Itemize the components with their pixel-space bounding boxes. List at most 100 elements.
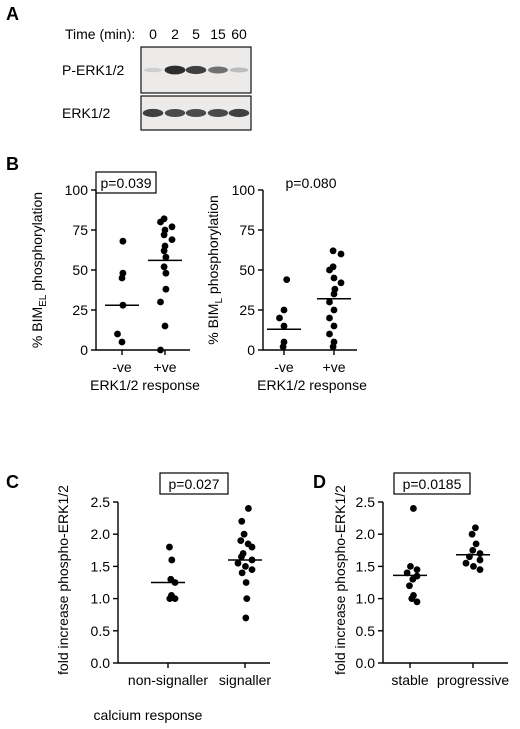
data-point: [407, 563, 414, 570]
p-value-annotation: p=0.080: [286, 175, 337, 191]
data-point: [283, 276, 291, 283]
time-point-labels: 0 2 5 15 60: [149, 26, 247, 42]
panel-letter-a: A: [6, 4, 19, 24]
y-axis-label: % BIML phosphorylation: [205, 195, 225, 345]
y-tick-label: 0.0: [356, 655, 376, 671]
data-point: [280, 322, 288, 330]
data-point: [329, 247, 337, 255]
data-point: [238, 569, 246, 577]
x-category-label: signaller: [219, 672, 271, 688]
data-point: [160, 247, 168, 255]
x-category-label: -ve: [112, 359, 132, 375]
y-tick-label: 2.5: [356, 494, 376, 510]
p-value-box: [95, 171, 157, 194]
data-point: [413, 598, 421, 606]
p-value-annotation: p=0.0185: [403, 476, 462, 492]
y-axis-label: fold increase phospho-ERK1/2: [332, 485, 348, 675]
data-point: [330, 322, 338, 330]
y-tick-label: 2.0: [91, 526, 111, 542]
x-category-label: non-signaller: [128, 672, 208, 688]
data-point: [237, 537, 245, 545]
data-point: [157, 346, 164, 354]
panel-letter-b: B: [6, 154, 19, 174]
x-category-label: progressive: [437, 672, 510, 688]
data-point: [166, 543, 173, 551]
data-point: [403, 569, 411, 577]
time-point-label: 2: [171, 26, 179, 42]
data-point: [248, 566, 256, 574]
panel-letter-d: D: [313, 472, 326, 492]
data-point: [242, 614, 250, 622]
y-tick-label: 50: [72, 262, 88, 278]
y-tick-label: 0.5: [91, 623, 111, 639]
data-point: [408, 595, 416, 602]
data-point: [171, 595, 179, 602]
data-point: [330, 306, 338, 314]
data-point: [326, 298, 333, 306]
data-point: [330, 290, 338, 298]
p-value-annotation: p=0.039: [101, 175, 152, 191]
time-point-label: 15: [210, 26, 226, 42]
y-axis-label: % BIMEL phosphorylation: [29, 192, 49, 348]
data-point: [468, 530, 476, 538]
p-value-annotation: p=0.027: [169, 476, 220, 492]
x-category-label: +ve: [154, 359, 177, 375]
x-category-label: stable: [391, 672, 429, 688]
data-point: [326, 330, 333, 338]
blot-row: ERK1/2: [62, 95, 252, 131]
data-point: [238, 553, 245, 561]
blot-band: [143, 67, 163, 73]
y-tick-label: 1.5: [91, 558, 111, 574]
blot-band: [164, 65, 186, 75]
data-point: [160, 215, 168, 223]
y-axis-label: fold increase phospho-ERK1/2: [55, 485, 71, 675]
y-tick-label: 0.0: [91, 655, 111, 671]
y-tick-label: 25: [239, 302, 255, 318]
calcium-response-label: calcium response: [94, 707, 203, 723]
data-point: [114, 330, 121, 338]
data-point: [162, 269, 170, 277]
chart-c-calcium: 0.0 0.5 1.0 1.5 2.0 2.5 non-signaller signaller…: [55, 472, 271, 688]
data-point: [157, 298, 164, 306]
data-point: [238, 517, 246, 525]
y-tick-label: 75: [239, 222, 255, 238]
x-axis-label: ERK1/2 response: [90, 377, 200, 393]
y-axis-label-subscript: L: [214, 298, 225, 304]
x-category-label: +ve: [323, 359, 346, 375]
time-point-label: 5: [192, 26, 200, 42]
y-tick-label: 100: [65, 182, 89, 198]
data-point: [476, 566, 484, 574]
data-point: [469, 546, 477, 554]
data-point: [242, 563, 249, 570]
data-point: [168, 236, 176, 244]
blot-rows: P-ERK1/2 ERK1/2: [62, 46, 252, 131]
panel-letter-c: C: [6, 472, 19, 492]
time-point-label: 60: [231, 26, 247, 42]
y-tick-label: 100: [232, 182, 256, 198]
data-point: [470, 563, 477, 570]
data-point: [326, 266, 333, 274]
data-point: [276, 314, 283, 322]
data-point: [406, 582, 413, 590]
data-point: [330, 274, 338, 282]
y-tick-label: 1.5: [356, 558, 376, 574]
data-point: [410, 505, 417, 512]
blot-band: [228, 108, 250, 118]
x-axis-label: ERK1/2 response: [257, 377, 367, 393]
data-point: [168, 223, 176, 231]
blot-row-label: P-ERK1/2: [62, 62, 124, 78]
data-point: [245, 505, 252, 512]
data-point: [160, 231, 168, 239]
data-point: [326, 314, 333, 322]
y-tick-label: 1.0: [91, 591, 111, 607]
data-point: [337, 250, 345, 258]
data-point: [162, 285, 170, 293]
data-point: [476, 550, 484, 557]
blot-band: [185, 65, 207, 75]
data-point: [119, 237, 127, 245]
y-tick-label: 25: [72, 302, 88, 318]
blot-band: [142, 108, 164, 118]
time-point-label: 0: [149, 26, 157, 42]
